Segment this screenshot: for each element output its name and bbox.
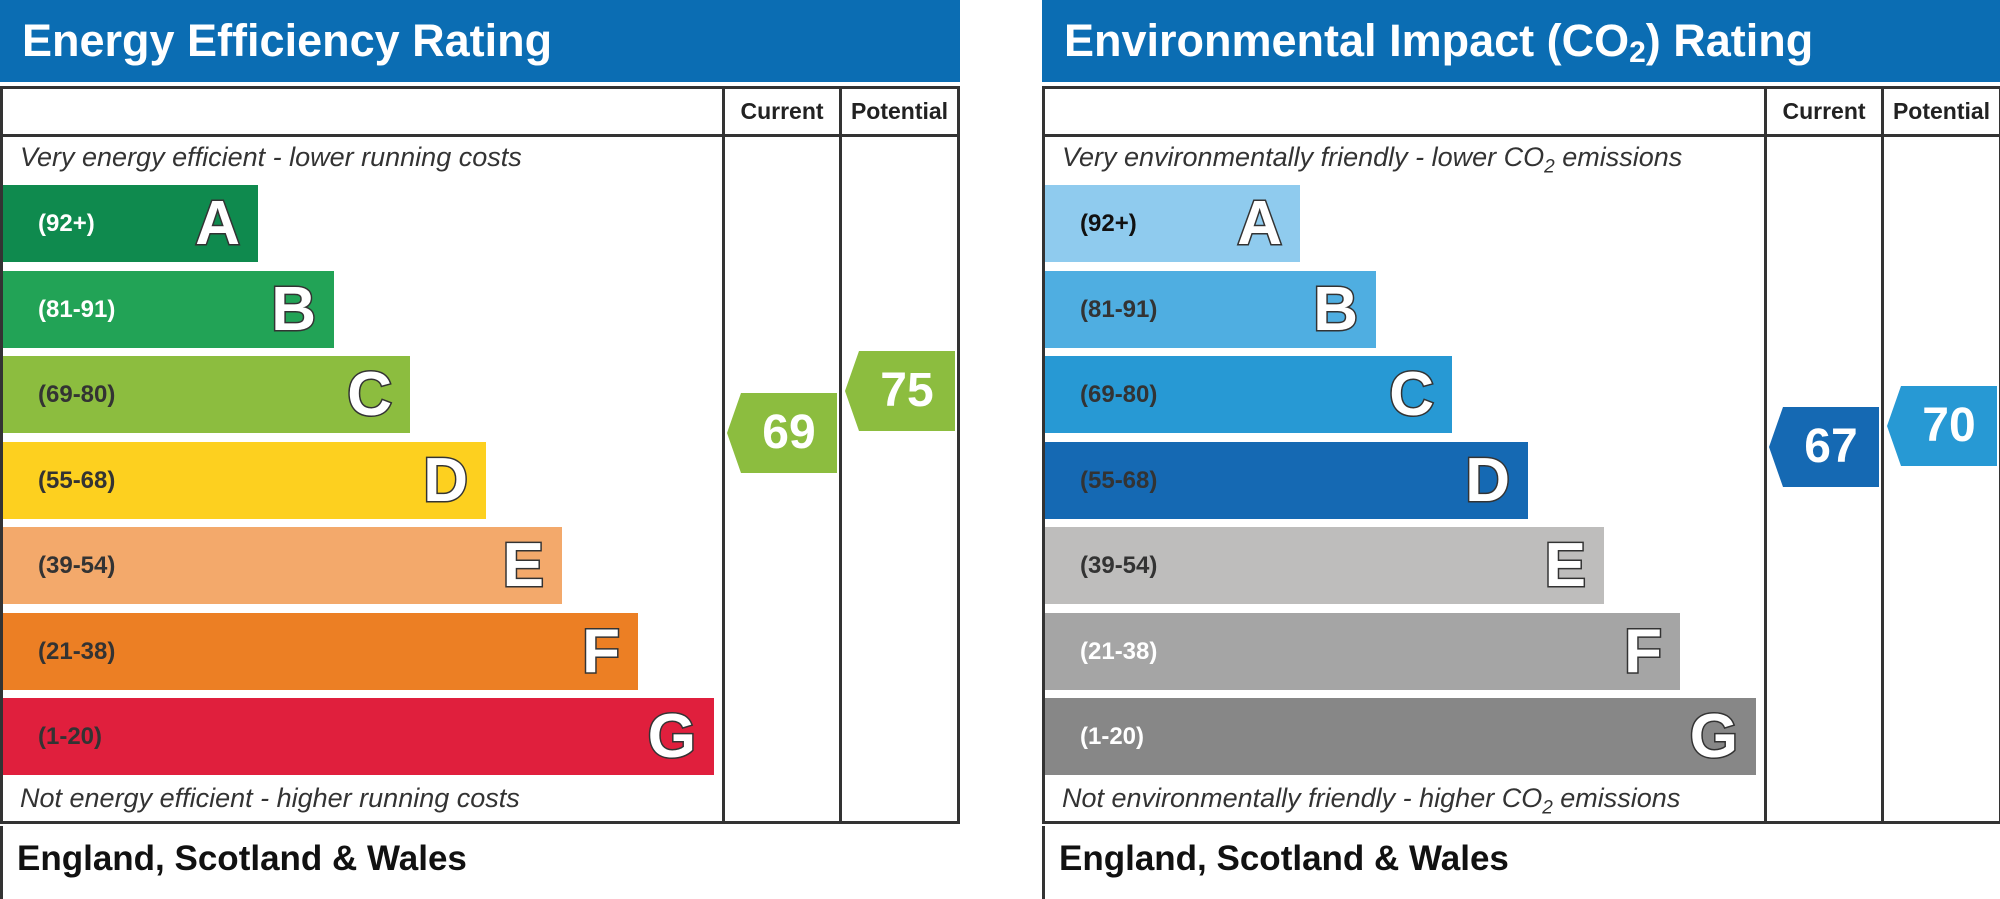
band-g-range: (1-20) <box>38 723 103 750</box>
band-g-letter: G <box>1688 701 1739 773</box>
band-d-letter: D <box>1464 444 1512 516</box>
current-column-divider <box>1764 86 1767 824</box>
band-f-bar: (21-38) F <box>3 612 638 690</box>
top-note-part-2: emissions <box>1554 142 1683 172</box>
current-rating-arrow: 69 <box>727 393 837 473</box>
band-g-letter: G <box>646 701 697 773</box>
band-c-bar: (69-80) C <box>1045 356 1452 433</box>
band-b-letter: B <box>270 273 318 345</box>
band-c-bar: (69-80) C <box>3 356 410 433</box>
band-g-range: (1-20) <box>1080 723 1145 750</box>
band-e-bar: (39-54) E <box>3 527 562 604</box>
band-e-range: (39-54) <box>38 552 116 579</box>
potential-column-divider <box>839 86 842 824</box>
band-g-bar: (1-20) G <box>3 698 714 775</box>
bottom-note-subscript: 2 <box>1542 797 1553 819</box>
band-a-bar: (92+) A <box>1045 185 1300 262</box>
current-column-header: Current <box>740 98 824 124</box>
band-b-letter: B <box>1312 273 1360 345</box>
current-rating-value: 67 <box>1804 420 1858 473</box>
band-c-range: (69-80) <box>1080 381 1158 408</box>
band-b-bar: (81-91) B <box>3 270 334 348</box>
band-b-range: (81-91) <box>1080 295 1158 323</box>
potential-column-divider <box>1881 86 1884 824</box>
potential-rating-value: 75 <box>880 364 934 417</box>
potential-rating-arrow: 75 <box>845 351 955 431</box>
environmental-impact-panel: Environmental Impact (CO2) Rating Curren… <box>1042 0 2000 899</box>
potential-column-header: Potential <box>1892 98 1991 124</box>
band-e-range: (39-54) <box>1080 552 1158 579</box>
band-f-letter: F <box>1623 615 1664 687</box>
title-part-2: ) Rating <box>1645 15 1814 66</box>
current-arrow-shape <box>1769 407 1879 487</box>
bottom-note-part-1: Not environmentally friendly - higher CO <box>1062 783 1543 813</box>
title-subscript: 2 <box>1629 36 1646 69</box>
band-b-range: (81-91) <box>38 295 116 323</box>
energy-efficiency-panel: Energy Efficiency Rating Current Potenti… <box>0 0 960 899</box>
region-footer: England, Scotland & Wales <box>0 826 680 899</box>
current-column-header: Current <box>1782 98 1866 124</box>
band-a-bar: (92+) A <box>3 185 258 262</box>
band-d-range: (55-68) <box>38 466 116 494</box>
band-d-bar: (55-68) D <box>3 441 486 519</box>
band-f-letter: F <box>581 615 622 687</box>
band-e-bar: (39-54) E <box>1045 527 1604 604</box>
bottom-note-part-2: emissions <box>1552 783 1681 813</box>
potential-rating-arrow: 70 <box>1887 386 1997 466</box>
band-a-letter: A <box>1236 188 1284 260</box>
band-c-range: (69-80) <box>38 381 116 408</box>
band-c-letter: C <box>346 359 394 431</box>
band-a-letter: A <box>194 188 242 260</box>
bottom-note: Not environmentally friendly - higher CO… <box>1062 783 1680 819</box>
energy-efficiency-title: Energy Efficiency Rating <box>0 0 960 82</box>
band-d-range: (55-68) <box>1080 466 1158 494</box>
top-note-subscript: 2 <box>1544 156 1555 178</box>
bottom-note: Not energy efficient - higher running co… <box>20 783 520 813</box>
region-label: England, Scotland & Wales <box>17 839 467 878</box>
band-e-letter: E <box>501 530 545 602</box>
header-row-divider <box>0 134 960 137</box>
potential-arrow-shape <box>1887 386 1997 466</box>
band-c-letter: C <box>1388 359 1436 431</box>
current-column-divider <box>722 86 725 824</box>
band-a-range: (92+) <box>1080 210 1137 237</box>
potential-rating-value: 70 <box>1922 399 1976 452</box>
band-d-letter: D <box>422 444 470 516</box>
potential-column-header: Potential <box>850 98 949 124</box>
region-label: England, Scotland & Wales <box>1059 839 1509 878</box>
potential-arrow-shape <box>845 351 955 431</box>
band-f-bar: (21-38) F <box>1045 612 1680 690</box>
top-note: Very environmentally friendly - lower CO… <box>1062 142 1682 178</box>
band-g-bar: (1-20) G <box>1045 698 1756 775</box>
band-a-range: (92+) <box>38 210 95 237</box>
current-rating-arrow: 67 <box>1769 407 1879 487</box>
band-d-bar: (55-68) D <box>1045 441 1528 519</box>
top-note: Very energy efficient - lower running co… <box>20 142 522 172</box>
band-b-bar: (81-91) B <box>1045 270 1376 348</box>
environmental-impact-title: Environmental Impact (CO2) Rating <box>1042 0 2000 82</box>
current-arrow-shape <box>727 393 837 473</box>
band-f-range: (21-38) <box>38 637 116 665</box>
band-f-range: (21-38) <box>1080 637 1158 665</box>
header-row-divider <box>1042 134 2000 137</box>
top-note-part-1: Very environmentally friendly - lower CO <box>1062 142 1545 172</box>
band-e-letter: E <box>1543 530 1587 602</box>
region-footer: England, Scotland & Wales <box>1042 826 1722 899</box>
current-rating-value: 69 <box>762 406 816 459</box>
title-part-1: Environmental Impact (CO <box>1064 15 1630 66</box>
